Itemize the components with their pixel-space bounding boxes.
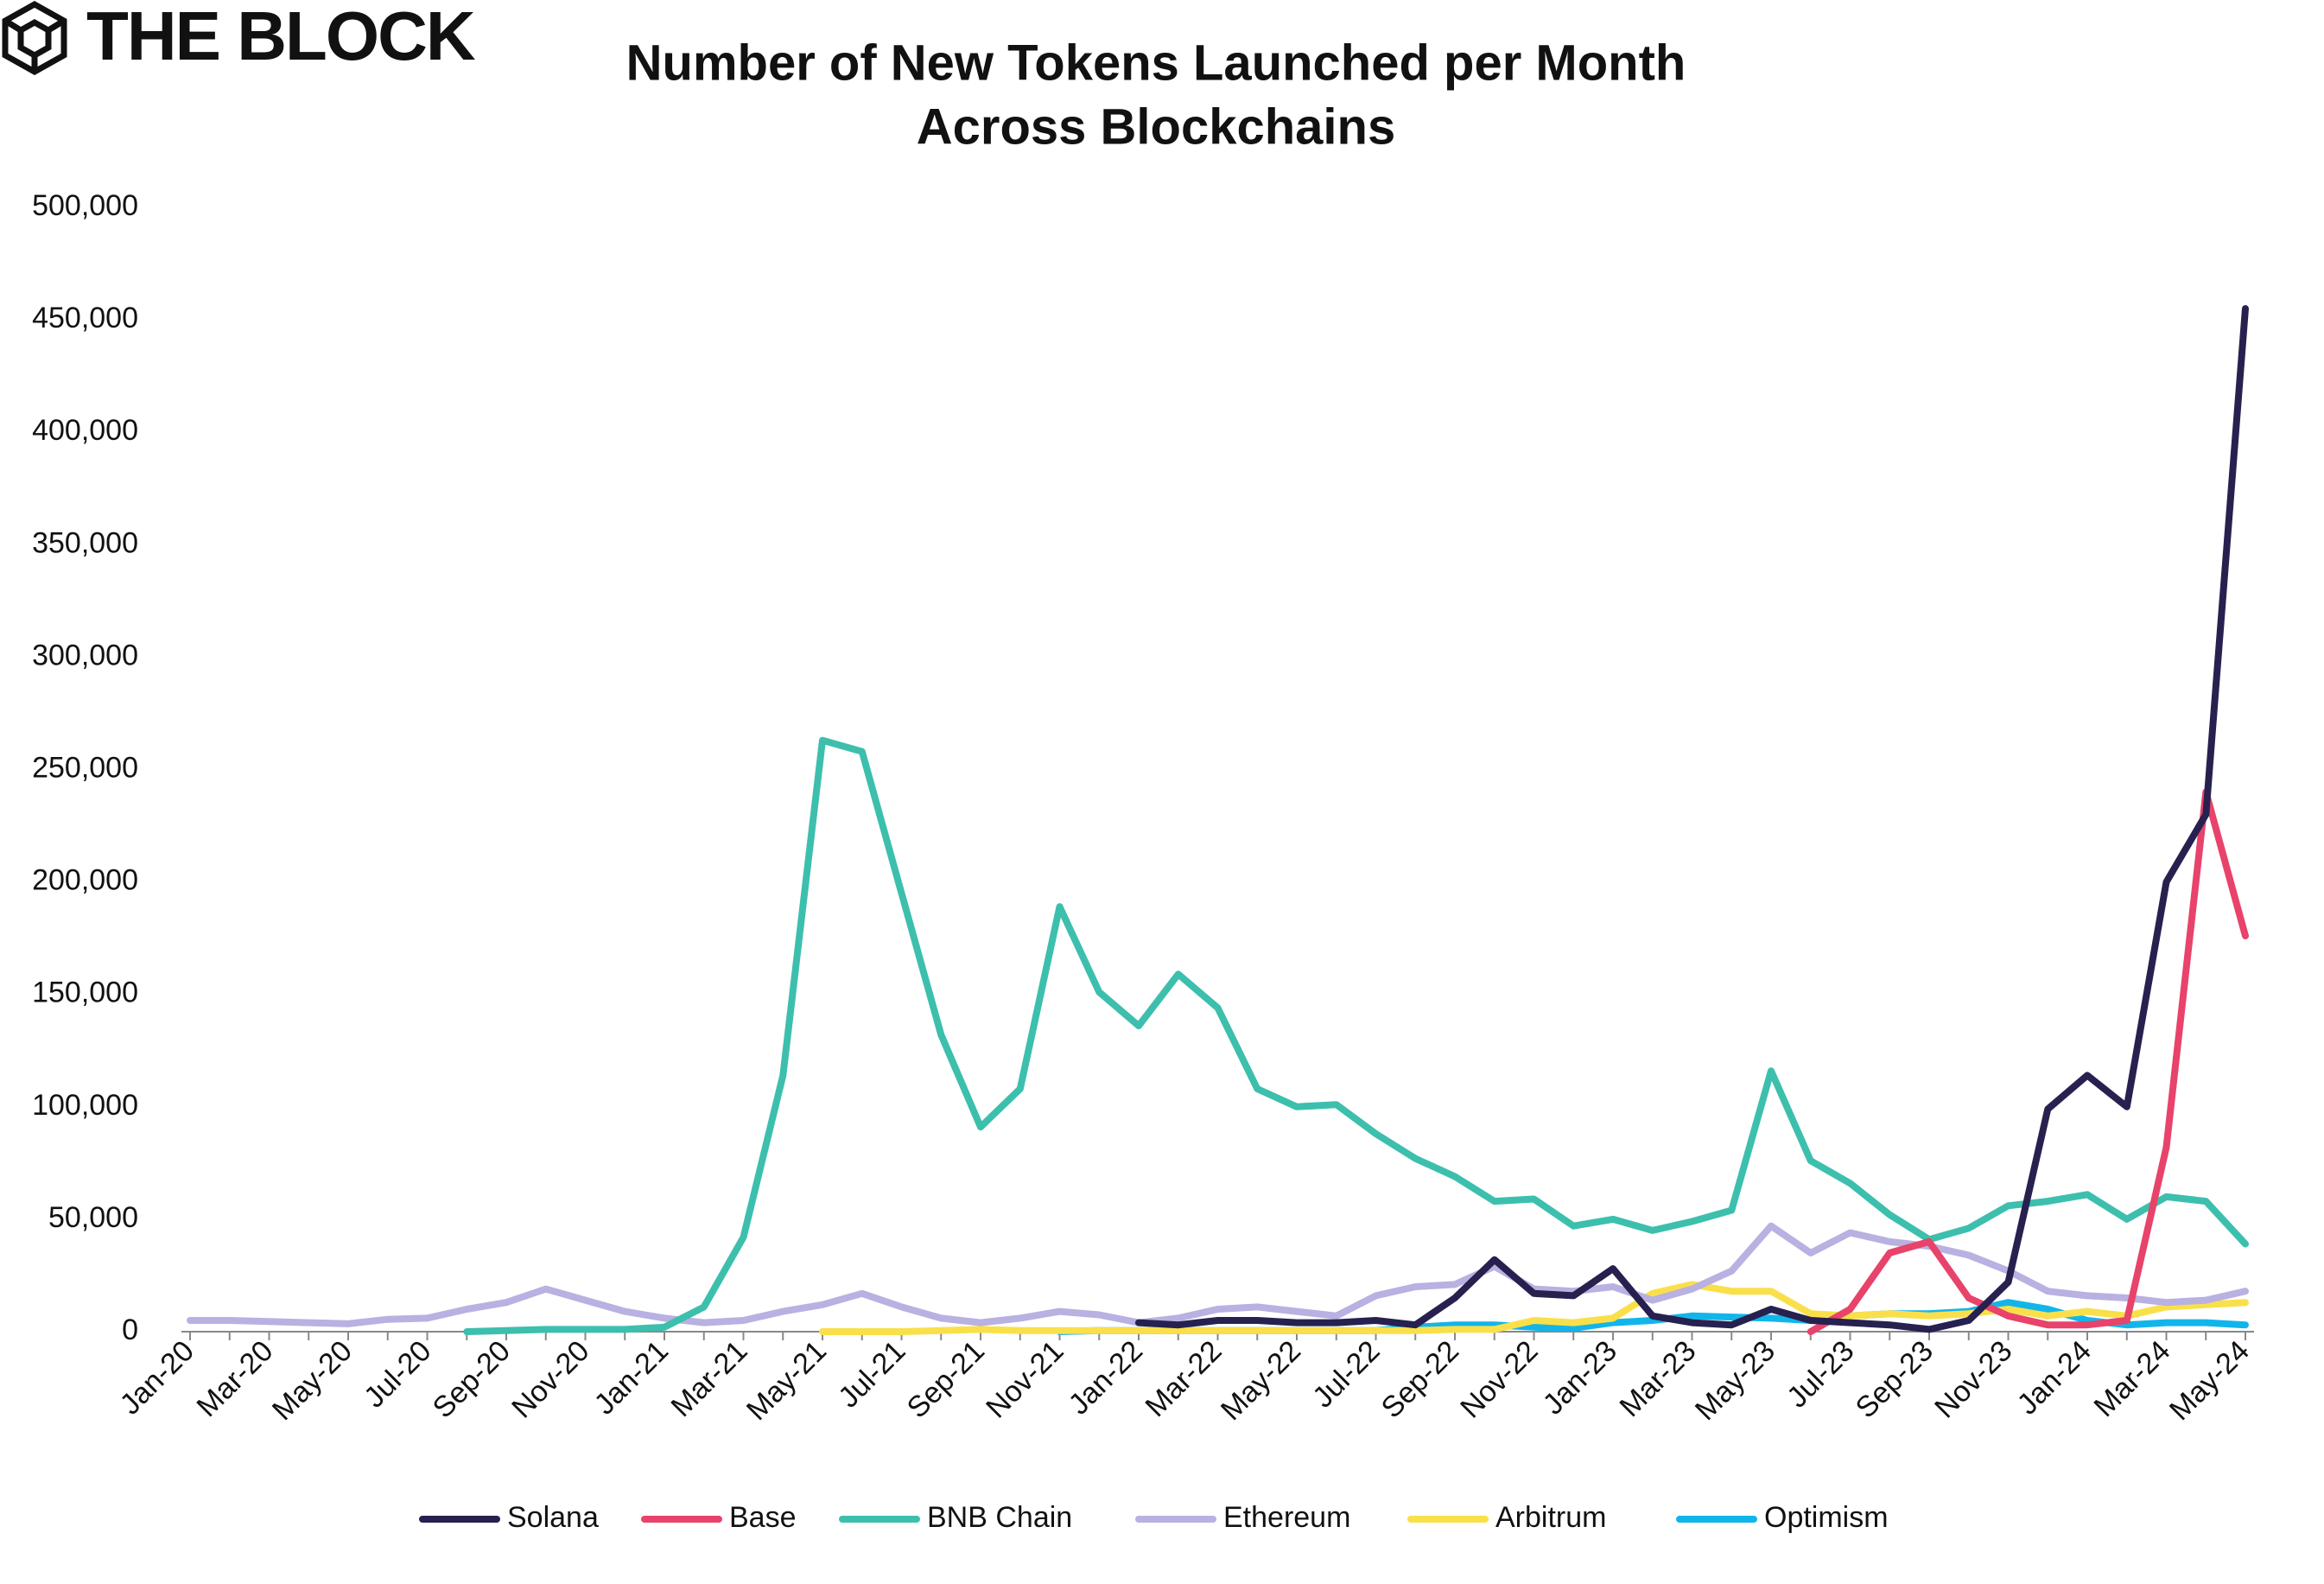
series-line [1806,788,2249,1335]
y-tick-label: 450,000 [32,302,138,334]
legend-label: Ethereum [1223,1501,1350,1534]
x-tick-label: Sep-23 [1850,1334,1940,1424]
x-tick-label: Mar-24 [2087,1334,2176,1423]
y-tick-label: 350,000 [32,526,138,559]
x-tick-label: Jan-24 [2011,1334,2098,1421]
y-tick-label: 250,000 [32,751,138,784]
x-tick-label: Jul-23 [1781,1334,1860,1414]
x-tick-label: Mar-23 [1613,1334,1702,1423]
legend-item: Solana [419,1501,599,1534]
x-tick-label: Jan-22 [1063,1334,1149,1421]
series-line [187,1222,2249,1327]
y-tick-label: 300,000 [32,639,138,671]
x-tick-label: Sep-22 [1375,1334,1465,1424]
x-tick-label: May-22 [1215,1334,1307,1427]
x-tick-label: Jul-22 [1306,1334,1386,1414]
x-tick-label: Nov-21 [980,1334,1070,1424]
legend-item: Base [641,1501,797,1534]
x-tick-label: Jan-23 [1537,1334,1623,1421]
x-tick-label: Nov-20 [505,1334,595,1424]
legend-item: Arbitrum [1407,1501,1606,1534]
x-tick-label: Jul-21 [832,1334,911,1414]
x-tick-label: Mar-21 [664,1334,753,1423]
legend-label: Base [729,1501,797,1534]
y-tick-label: 50,000 [48,1201,138,1234]
y-tick-label: 500,000 [32,189,138,222]
legend-item: Ethereum [1135,1501,1350,1534]
logo-text: THE BLOCK [86,0,476,74]
x-tick-label: May-20 [266,1334,359,1427]
x-tick-label: Mar-20 [190,1334,279,1423]
chart-title: Across Blockchains [917,99,1395,155]
series-line [1135,305,2249,1333]
x-tick-label: Nov-23 [1928,1334,2018,1424]
chart-title: Number of New Tokens Launched per Month [626,35,1686,91]
series-line [463,736,2249,1335]
y-tick-label: 400,000 [32,414,138,447]
y-tick-label: 200,000 [32,864,138,897]
x-tick-label: Jan-21 [588,1334,675,1421]
x-tick-label: May-21 [740,1334,833,1427]
legend-label: Arbitrum [1495,1501,1606,1534]
x-tick-label: May-23 [1689,1334,1781,1427]
y-tick-label: 100,000 [32,1089,138,1122]
y-tick-label: 150,000 [32,976,138,1009]
series-line [819,1281,2249,1335]
legend-label: BNB Chain [927,1501,1072,1534]
y-tick-label: 0 [122,1314,138,1346]
legend-item: Optimism [1676,1501,1889,1534]
x-tick-label: Jul-20 [358,1334,437,1414]
legend-label: Optimism [1764,1501,1889,1534]
legend-label: Solana [507,1501,599,1534]
x-tick-label: Mar-22 [1139,1334,1228,1423]
x-tick-label: Sep-20 [427,1334,517,1424]
x-tick-label: Jan-20 [114,1334,200,1421]
logo-icon [2,0,67,76]
x-tick-label: May-24 [2163,1334,2256,1427]
x-tick-label: Sep-21 [901,1334,991,1424]
legend-item: BNB Chain [839,1501,1072,1534]
x-tick-label: Nov-22 [1454,1334,1544,1424]
